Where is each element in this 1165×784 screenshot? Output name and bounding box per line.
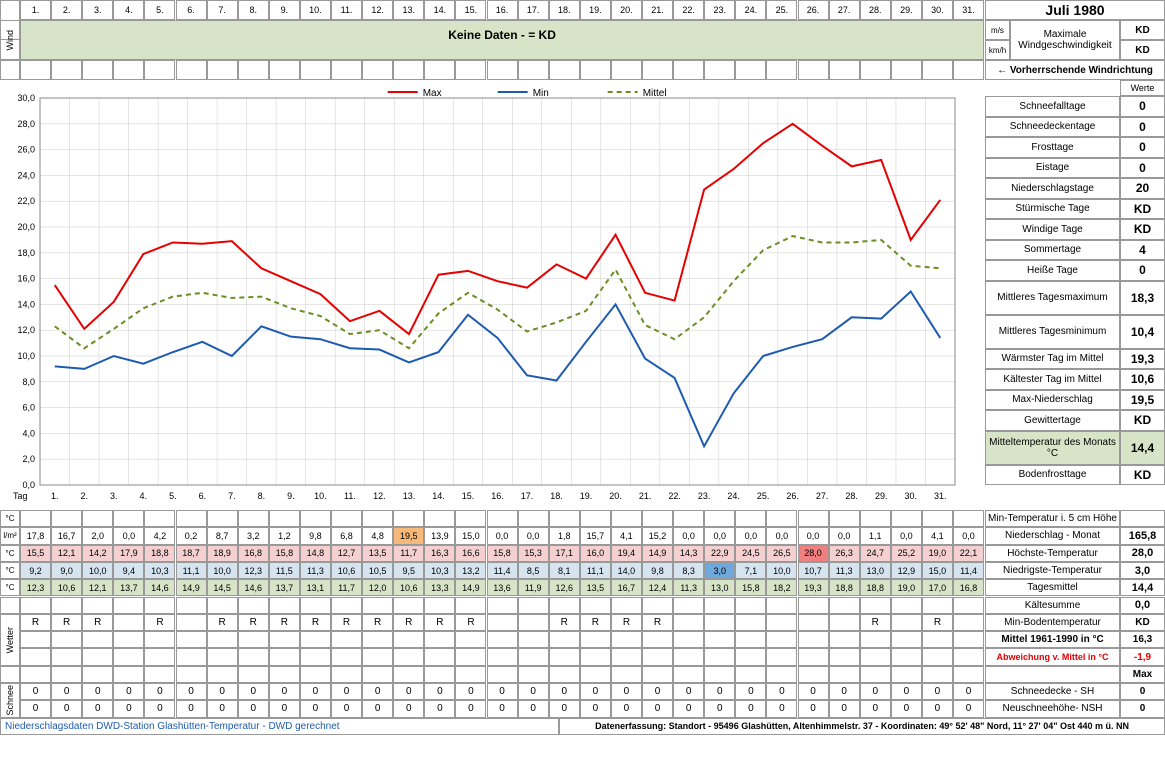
svg-text:14,0: 14,0 — [17, 299, 35, 309]
svg-text:25.: 25. — [757, 491, 770, 501]
svg-text:21.: 21. — [639, 491, 652, 501]
svg-text:20,0: 20,0 — [17, 222, 35, 232]
svg-text:17.: 17. — [521, 491, 534, 501]
svg-text:Min: Min — [533, 88, 549, 99]
svg-text:13.: 13. — [403, 491, 416, 501]
svg-text:1.: 1. — [51, 491, 59, 501]
svg-text:Tag: Tag — [13, 491, 28, 501]
svg-text:22.: 22. — [668, 491, 681, 501]
svg-text:26,0: 26,0 — [17, 145, 35, 155]
svg-text:4.: 4. — [140, 491, 148, 501]
svg-text:3.: 3. — [110, 491, 118, 501]
svg-text:28.: 28. — [845, 491, 858, 501]
svg-text:20.: 20. — [609, 491, 622, 501]
svg-text:12,0: 12,0 — [17, 325, 35, 335]
svg-text:6,0: 6,0 — [22, 403, 35, 413]
svg-text:18.: 18. — [550, 491, 563, 501]
svg-text:7.: 7. — [228, 491, 236, 501]
svg-text:16,0: 16,0 — [17, 274, 35, 284]
svg-text:6.: 6. — [199, 491, 207, 501]
temperature-chart: 0,0 2,0 4,0 6,0 8,0 10,0 12,0 14,0 16,0 18,0 20,0 2… — [5, 80, 960, 510]
svg-text:2,0: 2,0 — [22, 454, 35, 464]
svg-text:10.: 10. — [314, 491, 327, 501]
svg-text:9.: 9. — [287, 491, 295, 501]
svg-text:27.: 27. — [816, 491, 829, 501]
svg-text:15.: 15. — [462, 491, 475, 501]
svg-text:14.: 14. — [432, 491, 445, 501]
svg-text:Max: Max — [423, 88, 442, 99]
svg-text:29.: 29. — [875, 491, 888, 501]
svg-text:Mittel: Mittel — [643, 88, 667, 99]
svg-text:28,0: 28,0 — [17, 119, 35, 129]
svg-text:8,0: 8,0 — [22, 377, 35, 387]
svg-text:24.: 24. — [727, 491, 740, 501]
svg-text:5.: 5. — [169, 491, 177, 501]
svg-text:8.: 8. — [258, 491, 266, 501]
svg-text:23.: 23. — [698, 491, 711, 501]
svg-text:12.: 12. — [373, 491, 386, 501]
svg-text:19.: 19. — [580, 491, 593, 501]
svg-text:30,0: 30,0 — [17, 93, 35, 103]
svg-text:11.: 11. — [344, 491, 356, 501]
svg-text:2.: 2. — [81, 491, 89, 501]
svg-text:4,0: 4,0 — [22, 428, 35, 438]
svg-text:24,0: 24,0 — [17, 170, 35, 180]
svg-text:16.: 16. — [491, 491, 504, 501]
svg-text:26.: 26. — [786, 491, 799, 501]
svg-text:18,0: 18,0 — [17, 248, 35, 258]
svg-text:30.: 30. — [904, 491, 917, 501]
svg-text:0,0: 0,0 — [22, 480, 35, 490]
svg-text:31.: 31. — [934, 491, 947, 501]
svg-text:22,0: 22,0 — [17, 196, 35, 206]
svg-text:10,0: 10,0 — [17, 351, 35, 361]
